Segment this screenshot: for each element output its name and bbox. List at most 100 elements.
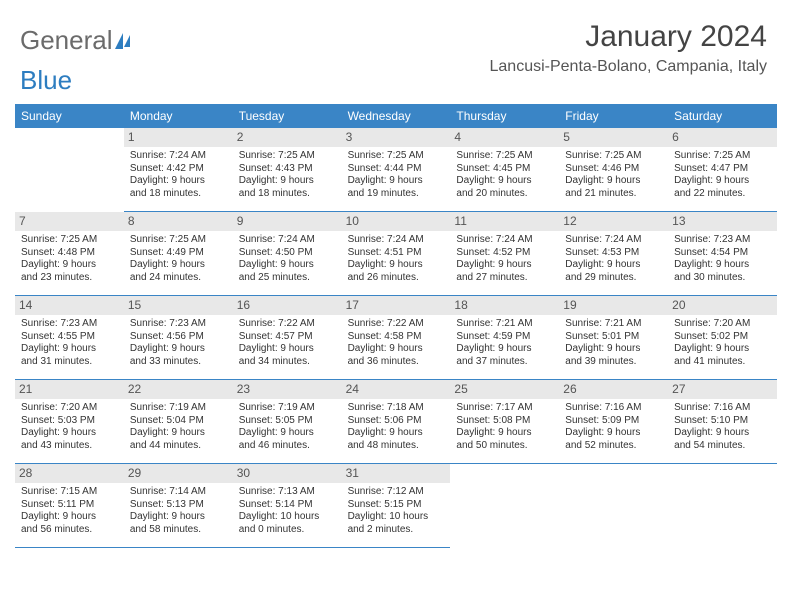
weekday-wed: Wednesday (342, 104, 451, 128)
sunset-text: Sunset: 4:47 PM (674, 163, 771, 176)
daylight-text: and 25 minutes. (239, 272, 336, 285)
daylight-text: Daylight: 9 hours (21, 511, 118, 524)
sunset-text: Sunset: 5:03 PM (21, 415, 118, 428)
day-number: 21 (15, 380, 124, 399)
calendar-cell: 8 Sunrise: 7:25 AMSunset: 4:49 PMDaylight… (124, 212, 233, 296)
daylight-text: Daylight: 9 hours (239, 175, 336, 188)
daylight-text: and 34 minutes. (239, 356, 336, 369)
sunset-text: Sunset: 4:51 PM (348, 247, 445, 260)
sunrise-text: Sunrise: 7:16 AM (674, 402, 771, 415)
sunrise-text: Sunrise: 7:25 AM (239, 150, 336, 163)
day-number: 29 (124, 464, 233, 483)
day-number: 6 (668, 128, 777, 147)
day-number: 16 (233, 296, 342, 315)
sunset-text: Sunset: 4:43 PM (239, 163, 336, 176)
sunset-text: Sunset: 5:13 PM (130, 499, 227, 512)
daylight-text: and 39 minutes. (565, 356, 662, 369)
daylight-text: and 37 minutes. (456, 356, 553, 369)
daylight-text: Daylight: 9 hours (239, 259, 336, 272)
calendar-cell: 30Sunrise: 7:13 AMSunset: 5:14 PMDayligh… (233, 464, 342, 548)
sunset-text: Sunset: 5:08 PM (456, 415, 553, 428)
daylight-text: Daylight: 9 hours (456, 259, 553, 272)
day-number: 11 (450, 212, 559, 231)
daylight-text: Daylight: 9 hours (130, 511, 227, 524)
daylight-text: Daylight: 9 hours (130, 259, 227, 272)
daylight-text: and 48 minutes. (348, 440, 445, 453)
daylight-text: and 0 minutes. (239, 524, 336, 537)
daylight-text: and 29 minutes. (565, 272, 662, 285)
calendar-cell: 16Sunrise: 7:22 AMSunset: 4:57 PMDayligh… (233, 296, 342, 380)
calendar-cell: 24Sunrise: 7:18 AMSunset: 5:06 PMDayligh… (342, 380, 451, 464)
sunset-text: Sunset: 4:54 PM (674, 247, 771, 260)
title-block: January 2024 Lancusi-Penta-Bolano, Campa… (490, 20, 778, 76)
daylight-text: Daylight: 9 hours (456, 175, 553, 188)
logo: General (15, 20, 130, 56)
calendar-cell: 9Sunrise: 7:24 AMSunset: 4:50 PMDaylight… (233, 212, 342, 296)
daylight-text: and 30 minutes. (674, 272, 771, 285)
sunset-text: Sunset: 4:44 PM (348, 163, 445, 176)
calendar-cell: 25Sunrise: 7:17 AMSunset: 5:08 PMDayligh… (450, 380, 559, 464)
weekday-fri: Friday (559, 104, 668, 128)
sunrise-text: Sunrise: 7:25 AM (130, 234, 227, 247)
calendar-cell: 20Sunrise: 7:20 AMSunset: 5:02 PMDayligh… (668, 296, 777, 380)
sunrise-text: Sunrise: 7:24 AM (565, 234, 662, 247)
daylight-text: and 52 minutes. (565, 440, 662, 453)
day-number: 25 (450, 380, 559, 399)
daylight-text: Daylight: 9 hours (21, 259, 118, 272)
sunrise-text: Sunrise: 7:25 AM (21, 234, 118, 247)
logo-sail-icon-2 (124, 35, 130, 47)
daylight-text: Daylight: 9 hours (348, 427, 445, 440)
daylight-text: Daylight: 10 hours (348, 511, 445, 524)
calendar-grid: 1Sunrise: 7:24 AMSunset: 4:42 PMDaylight… (15, 128, 777, 548)
day-number: 18 (450, 296, 559, 315)
daylight-text: and 50 minutes. (456, 440, 553, 453)
day-number: 31 (342, 464, 451, 483)
sunset-text: Sunset: 5:01 PM (565, 331, 662, 344)
calendar-cell: 19Sunrise: 7:21 AMSunset: 5:01 PMDayligh… (559, 296, 668, 380)
calendar-cell (450, 464, 559, 548)
day-number: 14 (15, 296, 124, 315)
sunrise-text: Sunrise: 7:21 AM (456, 318, 553, 331)
calendar-cell (15, 128, 124, 212)
daylight-text: and 22 minutes. (674, 188, 771, 201)
calendar-cell: 10Sunrise: 7:24 AMSunset: 4:51 PMDayligh… (342, 212, 451, 296)
sunset-text: Sunset: 4:55 PM (21, 331, 118, 344)
location: Lancusi-Penta-Bolano, Campania, Italy (490, 58, 768, 76)
sunrise-text: Sunrise: 7:19 AM (239, 402, 336, 415)
daylight-text: Daylight: 9 hours (565, 427, 662, 440)
sunset-text: Sunset: 5:06 PM (348, 415, 445, 428)
daylight-text: Daylight: 9 hours (674, 175, 771, 188)
daylight-text: and 23 minutes. (21, 272, 118, 285)
day-number: 10 (342, 212, 451, 231)
sunset-text: Sunset: 4:42 PM (130, 163, 227, 176)
calendar-cell: 11Sunrise: 7:24 AMSunset: 4:52 PMDayligh… (450, 212, 559, 296)
calendar-cell: 13Sunrise: 7:23 AMSunset: 4:54 PMDayligh… (668, 212, 777, 296)
daylight-text: and 56 minutes. (21, 524, 118, 537)
daylight-text: and 21 minutes. (565, 188, 662, 201)
daylight-text: Daylight: 9 hours (565, 343, 662, 356)
daylight-text: Daylight: 9 hours (130, 343, 227, 356)
sunset-text: Sunset: 4:56 PM (130, 331, 227, 344)
daylight-text: and 44 minutes. (130, 440, 227, 453)
daylight-text: Daylight: 9 hours (674, 427, 771, 440)
calendar-cell: 14Sunrise: 7:23 AMSunset: 4:55 PMDayligh… (15, 296, 124, 380)
weekday-thu: Thursday (450, 104, 559, 128)
weekday-mon: Monday (124, 104, 233, 128)
sunset-text: Sunset: 4:49 PM (130, 247, 227, 260)
calendar-cell: 15Sunrise: 7:23 AMSunset: 4:56 PMDayligh… (124, 296, 233, 380)
sunrise-text: Sunrise: 7:21 AM (565, 318, 662, 331)
sunset-text: Sunset: 4:48 PM (21, 247, 118, 260)
sunset-text: Sunset: 4:53 PM (565, 247, 662, 260)
calendar-cell: 17Sunrise: 7:22 AMSunset: 4:58 PMDayligh… (342, 296, 451, 380)
sunrise-text: Sunrise: 7:12 AM (348, 486, 445, 499)
daylight-text: Daylight: 9 hours (674, 343, 771, 356)
sunrise-text: Sunrise: 7:22 AM (348, 318, 445, 331)
sunrise-text: Sunrise: 7:13 AM (239, 486, 336, 499)
daylight-text: and 2 minutes. (348, 524, 445, 537)
sunrise-text: Sunrise: 7:23 AM (674, 234, 771, 247)
daylight-text: and 31 minutes. (21, 356, 118, 369)
sunset-text: Sunset: 5:05 PM (239, 415, 336, 428)
day-number: 8 (124, 212, 233, 231)
weekday-tue: Tuesday (233, 104, 342, 128)
sunrise-text: Sunrise: 7:25 AM (674, 150, 771, 163)
